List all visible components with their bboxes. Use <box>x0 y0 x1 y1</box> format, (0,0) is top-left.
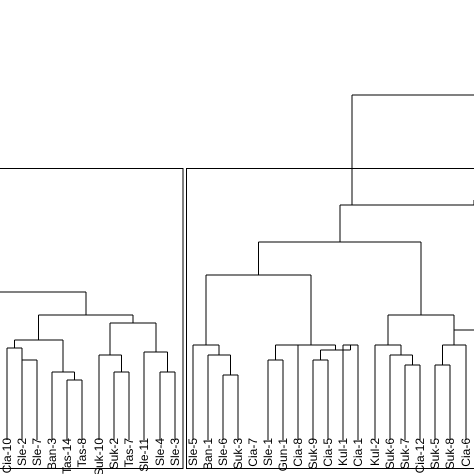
leaf-label: Sle-7 <box>30 438 44 466</box>
leaf-label: Sle-11 <box>137 438 151 472</box>
leaf-label: Cia-7 <box>246 438 260 467</box>
leaf-label: Cia-1 <box>351 438 365 467</box>
leaf-label: Sle-5 <box>186 438 200 466</box>
cluster-boxes <box>0 168 474 469</box>
leaf-label: Cia-10 <box>0 438 14 474</box>
leaf-label: Kul-1 <box>336 438 350 466</box>
leaf-label: Suk-3 <box>231 438 245 470</box>
leaf-labels: Cia-10 Sle-2 Sle-7 Ban-3 Tas-14 Tas-8 Suk-10 Su… <box>0 438 473 474</box>
leaf-label: Suk-6 <box>383 438 397 470</box>
leaf-label: Sle-1 <box>261 438 275 466</box>
leaf-label: Cia-12 <box>413 438 427 474</box>
leaf-label: Tas-14 <box>60 438 74 474</box>
leaf-label: Cia-8 <box>291 438 305 467</box>
leaf-label: Suk-8 <box>443 438 457 470</box>
leaf-label: Sle-3 <box>168 438 182 466</box>
leaf-label: Tas-7 <box>122 438 136 468</box>
leaf-label: Suk-5 <box>428 438 442 470</box>
leaf-label: Suk-10 <box>92 438 106 474</box>
cluster-box-right <box>186 168 474 469</box>
leaf-label: Sle-2 <box>15 438 29 466</box>
dendrogram-links <box>0 94 474 440</box>
leaf-label: Cia-6 <box>459 438 473 467</box>
leaf-label: Ban-1 <box>201 438 215 470</box>
leaf-label: Kul-2 <box>368 438 382 466</box>
leaf-label: Sle-4 <box>153 438 167 466</box>
cluster-box-left <box>0 168 184 469</box>
leaf-label: Sle-6 <box>216 438 230 466</box>
leaf-label: Suk-2 <box>107 438 121 470</box>
leaf-label: Gun-1 <box>276 438 290 472</box>
leaf-label: Cia-5 <box>321 438 335 467</box>
leaf-label: Suk-9 <box>306 438 320 470</box>
leaf-label: Ban-3 <box>45 438 59 470</box>
leaf-label: Tas-8 <box>75 438 89 468</box>
leaf-label: Suk-7 <box>398 438 412 470</box>
